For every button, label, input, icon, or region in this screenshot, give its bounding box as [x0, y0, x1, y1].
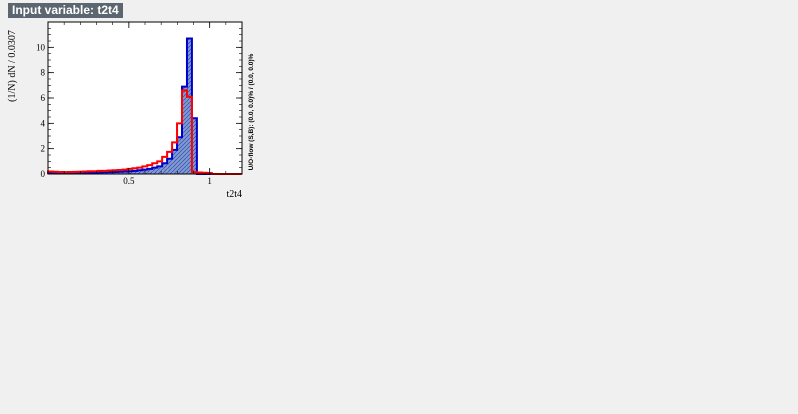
y-tick-label: 0	[41, 169, 46, 179]
signal-bar	[132, 170, 138, 174]
y-tick-label: 10	[36, 42, 46, 52]
signal-bar	[191, 118, 197, 174]
plot-area	[47, 21, 243, 175]
signal-bar	[162, 163, 168, 174]
signal-bar	[167, 158, 173, 174]
y-tick-label: 6	[41, 93, 46, 103]
y-tick-label: 4	[41, 118, 46, 128]
x-tick-label: 0.5	[123, 176, 135, 186]
signal-bar	[127, 171, 133, 174]
signal-bar	[147, 168, 153, 174]
axes: 0 2 4 6 8 10 0.5 1	[36, 21, 243, 186]
signal-bar	[137, 170, 143, 174]
signal-bar	[122, 171, 128, 174]
y-tick-label: 8	[41, 68, 46, 78]
overflow-label: U/O-flow (S,B): (0.0, 0.0)% / (0.0, 0.0)…	[248, 53, 255, 170]
signal-bar	[117, 171, 123, 174]
chart-title: Input variable: t2t4	[8, 3, 123, 18]
x-axis-title: t2t4	[226, 189, 242, 200]
signal-bar	[157, 166, 163, 174]
y-axis-title: (1/N) dN / 0.0307	[7, 30, 18, 102]
signal-bar	[186, 38, 192, 174]
background-series	[47, 89, 242, 175]
y-tick-label: 2	[41, 144, 46, 154]
signal-bar	[172, 149, 178, 174]
signal-bar	[152, 167, 158, 174]
signal-outline	[47, 37, 242, 175]
signal-bar	[112, 171, 118, 174]
signal-bar	[177, 137, 183, 174]
background-outline	[47, 89, 242, 175]
signal-bar	[182, 86, 187, 174]
x-tick-label: 1	[207, 176, 212, 186]
signal-series	[47, 37, 242, 175]
